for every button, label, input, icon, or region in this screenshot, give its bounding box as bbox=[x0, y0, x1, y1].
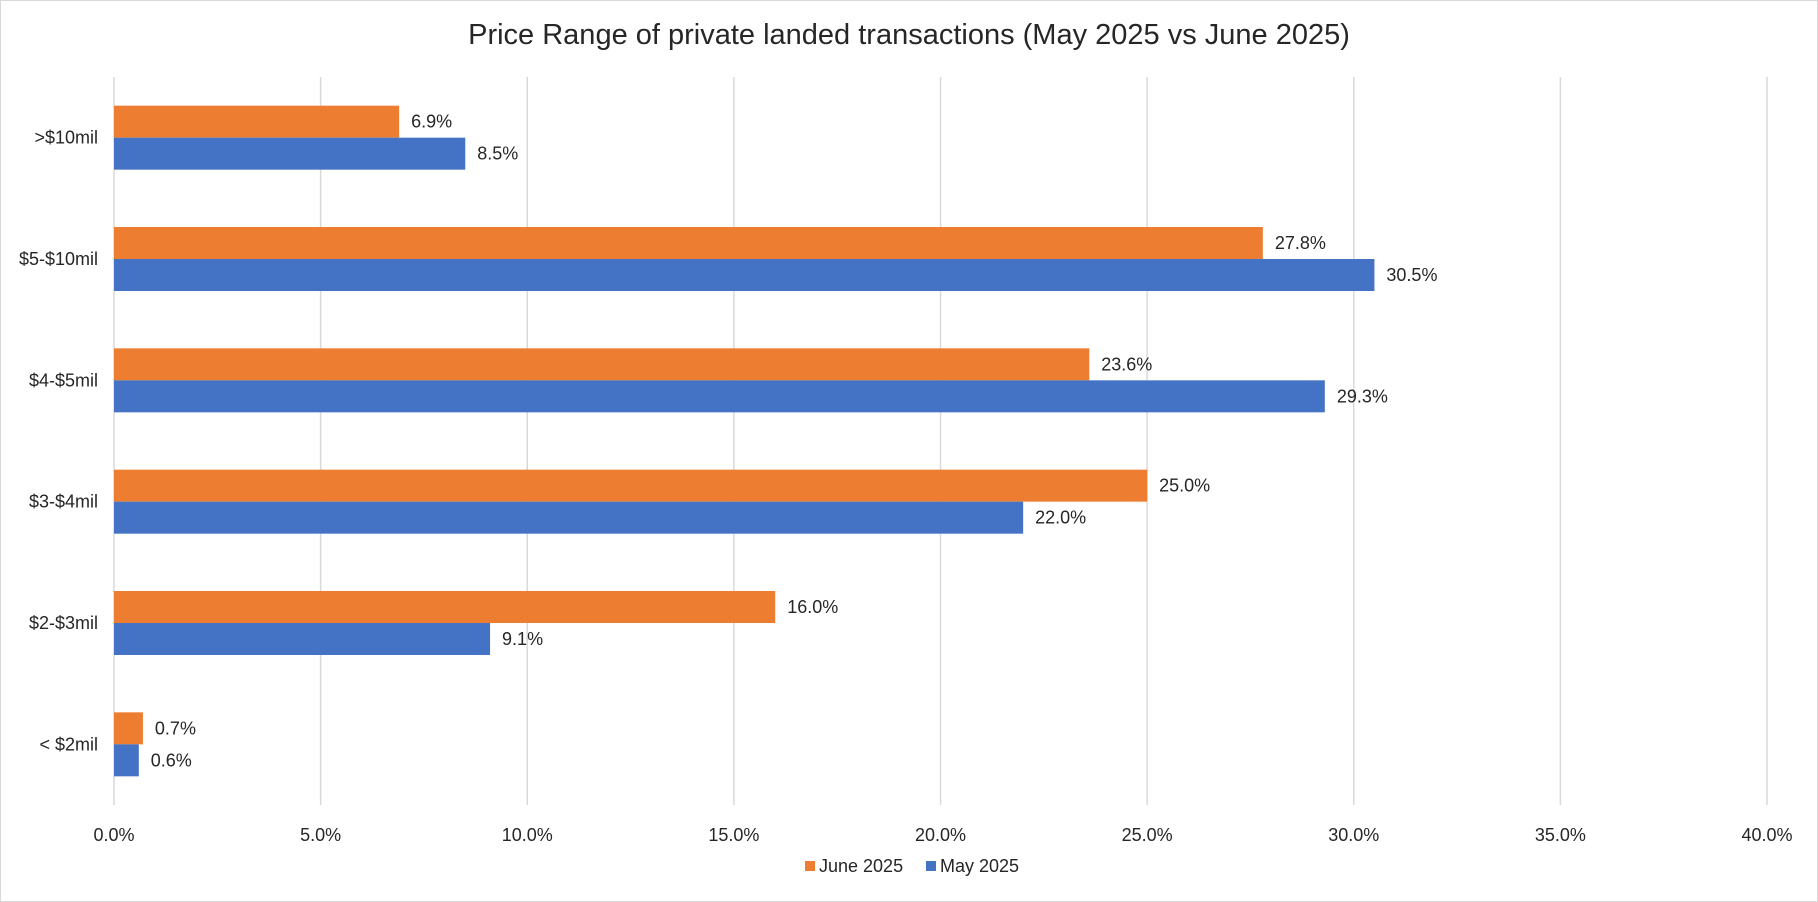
x-tick-label-8: 40.0% bbox=[1741, 825, 1792, 845]
category-label-5: < $2mil bbox=[39, 734, 98, 754]
axes: 0.0% 5.0% 10.0% 15.0% 20.0% 25.0% 30.0% 35.0% 40… bbox=[19, 128, 1793, 845]
legend: June 2025 May 2025 bbox=[805, 856, 1019, 876]
bar-june-2 bbox=[114, 348, 1090, 381]
category-label-0: >$10mil bbox=[34, 128, 98, 148]
bar-may-1 bbox=[114, 259, 1375, 291]
data-label-may-5: 0.6% bbox=[151, 750, 192, 770]
x-tick-label-0: 0.0% bbox=[93, 825, 134, 845]
category-label-3: $3-$4mil bbox=[29, 492, 98, 512]
data-label-may-0: 8.5% bbox=[477, 144, 518, 164]
legend-swatch-1 bbox=[926, 861, 936, 871]
data-label-june-1: 27.8% bbox=[1275, 233, 1326, 253]
bar-june-4 bbox=[114, 591, 776, 623]
bar-may-4 bbox=[114, 623, 491, 655]
x-tick-label-1: 5.0% bbox=[300, 825, 341, 845]
data-label-june-0: 6.9% bbox=[411, 112, 452, 132]
chart-title: Price Range of private landed transactio… bbox=[468, 19, 1350, 51]
category-label-2: $4-$5mil bbox=[29, 370, 98, 390]
category-label-4: $2-$3mil bbox=[29, 613, 98, 633]
data-label-may-3: 22.0% bbox=[1035, 508, 1086, 528]
gridlines bbox=[113, 77, 1768, 805]
legend-label-1: May 2025 bbox=[940, 856, 1019, 876]
data-label-may-1: 30.5% bbox=[1386, 265, 1437, 285]
bar-may-5 bbox=[114, 744, 139, 777]
data-labels: 6.9% 8.5% 27.8% 30.5% 23.6% 29.3% 25.0% 22.0% 16… bbox=[151, 112, 1438, 771]
bar-may-3 bbox=[114, 501, 1024, 534]
bars bbox=[114, 105, 1375, 777]
legend-label-0: June 2025 bbox=[819, 856, 903, 876]
bar-may-2 bbox=[114, 380, 1325, 413]
x-tick-label-5: 25.0% bbox=[1122, 825, 1173, 845]
bar-june-5 bbox=[114, 712, 143, 745]
data-label-june-3: 25.0% bbox=[1159, 476, 1210, 496]
x-tick-label-2: 10.0% bbox=[502, 825, 553, 845]
legend-swatch-0 bbox=[805, 861, 815, 871]
bar-june-1 bbox=[114, 227, 1263, 259]
category-label-1: $5-$10mil bbox=[19, 249, 98, 269]
data-label-june-4: 16.0% bbox=[787, 597, 838, 617]
bar-june-0 bbox=[114, 105, 400, 138]
data-label-may-4: 9.1% bbox=[502, 629, 543, 649]
x-tick-label-7: 35.0% bbox=[1535, 825, 1586, 845]
data-label-may-2: 29.3% bbox=[1337, 386, 1388, 406]
x-tick-label-4: 20.0% bbox=[915, 825, 966, 845]
data-label-june-5: 0.7% bbox=[155, 718, 196, 738]
data-label-june-2: 23.6% bbox=[1101, 354, 1152, 374]
x-tick-label-6: 30.0% bbox=[1328, 825, 1379, 845]
bar-june-3 bbox=[114, 469, 1148, 502]
bar-may-0 bbox=[114, 137, 466, 170]
x-tick-label-3: 15.0% bbox=[708, 825, 759, 845]
